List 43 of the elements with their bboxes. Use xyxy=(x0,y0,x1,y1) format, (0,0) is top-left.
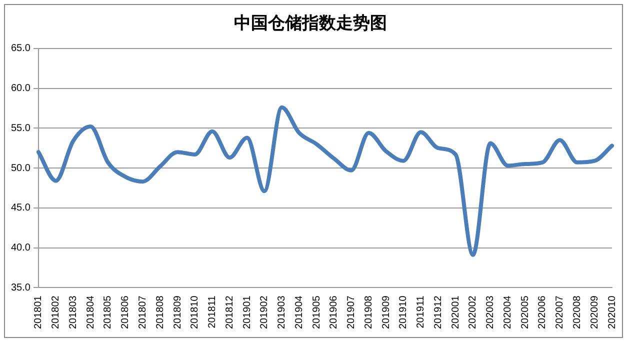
x-tick-label: 201805 xyxy=(102,295,114,330)
y-tick-label: 55.0 xyxy=(10,122,31,134)
x-tick-label: 201804 xyxy=(85,295,96,330)
x-tick-label: 201905 xyxy=(311,295,322,330)
y-tick-label: 45.0 xyxy=(10,202,31,214)
y-tick-label: 65.0 xyxy=(10,43,31,54)
x-tick-label: 202007 xyxy=(554,295,566,330)
x-tick-label: 202005 xyxy=(520,295,531,330)
x-tick-label: 201803 xyxy=(68,295,79,330)
x-tick-label: 201909 xyxy=(380,295,392,330)
x-tick-label: 202003 xyxy=(485,295,496,330)
x-tick-label: 202010 xyxy=(606,295,618,330)
x-tick-label: 201808 xyxy=(154,295,166,330)
x-tick-label: 201911 xyxy=(416,295,427,328)
x-tick-label: 201811 xyxy=(207,295,218,328)
x-tick-label: 201802 xyxy=(50,295,62,330)
x-tick-label: 201904 xyxy=(294,295,305,330)
x-tick-label: 201906 xyxy=(328,295,340,330)
x-tick-label: 202002 xyxy=(468,295,479,330)
x-tick-label: 202001 xyxy=(450,295,462,330)
x-tick-label: 201902 xyxy=(259,295,270,330)
y-tick-label: 40.0 xyxy=(10,242,31,254)
x-tick-label: 201810 xyxy=(190,295,201,330)
x-tick-label: 201812 xyxy=(224,295,236,330)
x-tick-label: 202006 xyxy=(537,295,548,330)
x-tick-label: 202004 xyxy=(502,295,514,330)
y-tick-label: 60.0 xyxy=(10,83,31,94)
y-tick-label: 35.0 xyxy=(10,282,31,294)
x-tick-label: 201903 xyxy=(276,295,288,330)
chart-title: 中国仓储指数走势图 xyxy=(234,14,387,34)
x-tick-label: 201807 xyxy=(137,295,148,330)
x-tick-label: 201908 xyxy=(363,295,374,330)
x-tick-label: 201907 xyxy=(346,295,358,330)
x-tick-label: 202009 xyxy=(589,295,600,330)
x-tick-label: 201901 xyxy=(242,295,253,330)
x-tick-label: 201809 xyxy=(172,295,184,330)
x-tick-label: 201912 xyxy=(432,295,444,330)
x-tick-label: 202008 xyxy=(572,295,583,330)
x-tick-label: 201910 xyxy=(398,295,410,330)
line-series xyxy=(36,105,614,257)
x-tick-label: 201801 xyxy=(33,295,44,330)
x-tick-label: 201806 xyxy=(120,295,132,330)
y-tick-label: 50.0 xyxy=(10,162,31,174)
